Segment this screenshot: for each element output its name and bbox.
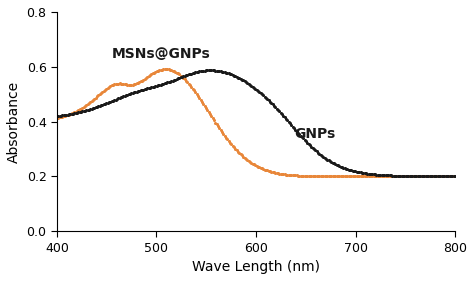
Text: GNPs: GNPs: [294, 127, 335, 141]
X-axis label: Wave Length (nm): Wave Length (nm): [192, 260, 320, 274]
Text: MSNs@GNPs: MSNs@GNPs: [112, 47, 210, 61]
Y-axis label: Absorbance: Absorbance: [7, 80, 21, 163]
